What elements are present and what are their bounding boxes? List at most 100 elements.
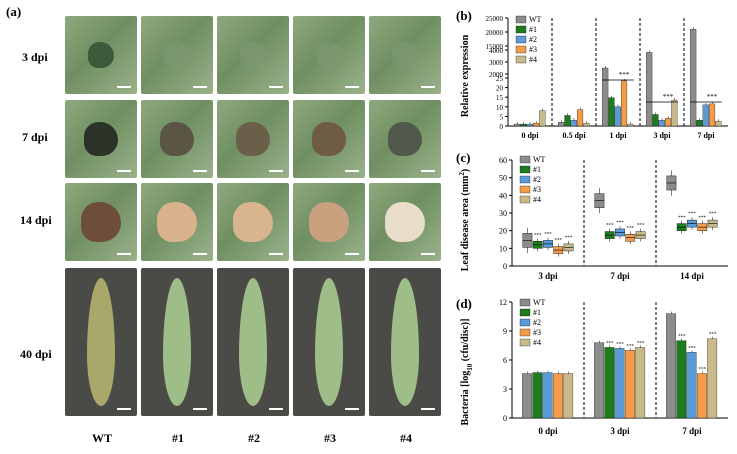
bar	[614, 106, 621, 127]
chart-c-leaf-disease-area: Leaf disease area (mm2) 0 10 20 30 40 50 60 3 d…	[458, 155, 728, 281]
col-label-1: #1	[172, 431, 184, 445]
bar	[514, 123, 521, 127]
leaf-photo	[217, 16, 289, 94]
significance-label: ***	[637, 341, 645, 346]
bar	[614, 348, 625, 419]
lesion-spot	[312, 122, 346, 156]
chart-d-ylabel: Bacteria [log10 (cfu/disc)]	[460, 319, 474, 426]
bar	[542, 372, 553, 419]
legend-label: #3	[533, 328, 541, 337]
chart-c-legend: WT#1#2#3#4	[519, 155, 546, 204]
row-label-3dpi: 3 dpi	[22, 50, 48, 64]
significance-label: ***	[555, 239, 563, 244]
y-tick-label: 9	[503, 327, 507, 336]
legend-label: WT	[529, 15, 542, 24]
bar	[671, 99, 678, 127]
whole-leaf	[391, 278, 419, 406]
legend-swatch	[515, 25, 527, 34]
scale-bar	[117, 253, 131, 255]
whole-leaf	[239, 278, 267, 406]
scale-bar	[421, 170, 435, 172]
lesion-spot	[233, 202, 273, 242]
significance-label: ***	[637, 224, 645, 229]
significance-label: ***	[544, 233, 552, 238]
scale-bar	[193, 408, 207, 410]
leaf-photo	[369, 268, 441, 416]
lesion-spot	[388, 122, 422, 156]
bar	[570, 120, 577, 127]
scale-bar	[421, 408, 435, 410]
whole-leaf	[315, 278, 343, 406]
leaf-photo	[293, 183, 365, 261]
col-label-wt: WT	[91, 431, 112, 445]
scale-bar	[421, 86, 435, 88]
y-tick-label: 0	[500, 123, 504, 131]
col-label-3: #3	[324, 431, 336, 445]
lesion-spot	[309, 202, 349, 242]
bar	[539, 110, 546, 127]
bar	[552, 373, 563, 419]
chart-d-bars: ************************	[522, 311, 718, 419]
whole-leaf	[163, 278, 191, 406]
significance-label: ***	[627, 344, 635, 349]
significance-label: ***	[678, 216, 686, 221]
scale-bar	[345, 253, 359, 255]
significance-label: ***	[606, 341, 614, 346]
significance-label: ***	[678, 335, 686, 340]
lesion-spot	[385, 202, 425, 242]
x-tick-label: 0 dpi	[521, 131, 539, 140]
bar	[564, 115, 571, 127]
y-tick-label: 20	[496, 85, 504, 93]
leaf-photo	[369, 16, 441, 94]
legend-label: #1	[529, 25, 537, 34]
bar	[520, 123, 527, 127]
scale-bar	[117, 170, 131, 172]
x-tick-label: 1 dpi	[609, 131, 627, 140]
bar	[604, 347, 615, 419]
y-tick-label: 40	[499, 191, 507, 200]
scale-bar	[193, 170, 207, 172]
y-tick-label: 25	[496, 75, 504, 83]
bar	[696, 120, 703, 127]
lesion-spot	[164, 42, 190, 68]
chart-c-boxes: ************************************	[522, 170, 718, 257]
bar	[627, 123, 634, 127]
leaf-photo	[141, 16, 213, 94]
bar	[558, 122, 565, 127]
y-tick-label: 15000	[486, 43, 504, 51]
significance-label: ***	[616, 221, 624, 226]
legend-label: #4	[533, 195, 541, 204]
legend-swatch	[515, 15, 527, 24]
scale-bar	[117, 408, 131, 410]
significance-label: ***	[663, 93, 674, 101]
x-tick-label: 3 dpi	[538, 271, 558, 281]
legend-swatch	[519, 338, 531, 347]
panel-label-b: (b)	[456, 8, 472, 23]
significance-label: ***	[534, 233, 542, 238]
leaf-photo	[369, 100, 441, 178]
bar	[664, 118, 672, 127]
x-tick-label: 3 dpi	[653, 131, 671, 140]
y-tick-label: 5	[500, 113, 504, 121]
legend-swatch	[519, 328, 531, 337]
lesion-spot	[316, 42, 342, 68]
legend-label: #2	[529, 35, 537, 44]
lesion-spot	[160, 122, 194, 156]
legend-label: #4	[529, 55, 537, 64]
scale-bar	[269, 170, 283, 172]
bar	[696, 373, 707, 419]
bar	[522, 373, 532, 419]
y-tick-label: 3000	[489, 59, 504, 67]
significance-label: ***	[627, 226, 635, 231]
row-label-40dpi: 40 dpi	[20, 347, 52, 361]
chart-b-bars: *** *** ***	[514, 27, 722, 127]
chart-c-axes: 0 10 20 30 40 50 60 3 dpi 7 dpi 14 dpi	[499, 156, 728, 281]
bar	[702, 104, 709, 127]
scale-bar	[345, 408, 359, 410]
legend-label: #4	[533, 338, 541, 347]
legend-swatch	[519, 175, 531, 184]
leaf-photo	[217, 268, 289, 416]
bar	[594, 342, 604, 419]
x-tick-label: 3 dpi	[610, 426, 630, 436]
